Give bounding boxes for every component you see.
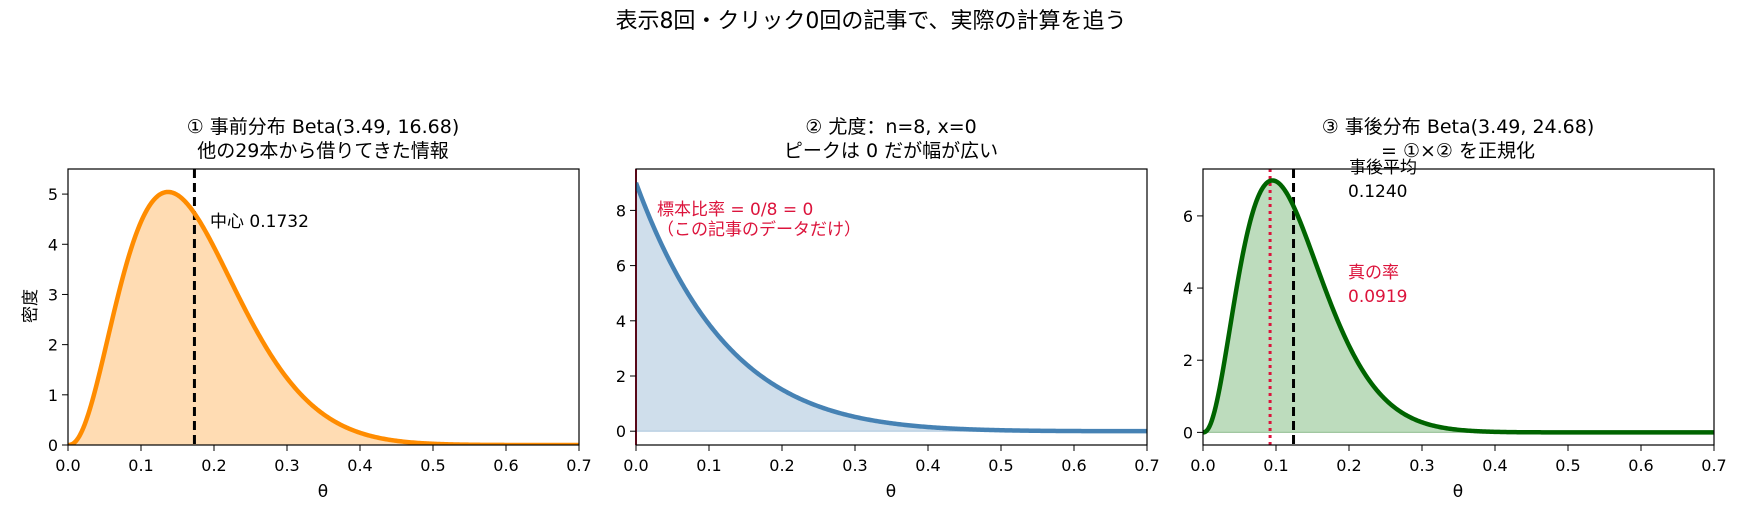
panel-1-ytick-label: 2 bbox=[48, 336, 58, 355]
panel-2-title-line2: ピークは 0 だが幅が広い bbox=[784, 140, 998, 162]
panel-2-annotation-sample-ratio: 標本比率 = 0/8 = 0 bbox=[657, 200, 813, 220]
panel-2-xtick-label: 0.7 bbox=[1134, 456, 1159, 475]
panel-1-series-0-fill bbox=[68, 191, 579, 445]
panel-2-xtick-label: 0.5 bbox=[988, 456, 1013, 475]
panel-1-xtick-label: 0.4 bbox=[347, 456, 372, 475]
panel-prior: 0.0 0.1 0.2 0.3 0.4 0.5 0.6 0.7 0 1 2 3 4 5 ① 事前分布 Be… bbox=[48, 116, 592, 502]
panel-3-xtick-label: 0.5 bbox=[1555, 456, 1580, 475]
panel-1-xtick-label: 0.5 bbox=[420, 456, 445, 475]
panel-3-series-0-fill bbox=[1203, 180, 1714, 433]
panel-3-xtick-label: 0.4 bbox=[1482, 456, 1507, 475]
panel-likelihood: 0.0 0.1 0.2 0.3 0.4 0.5 0.6 0.7 0 2 4 6 8 ② 尤度：n=8, … bbox=[616, 116, 1160, 502]
panel-1-xlabel: θ bbox=[318, 482, 328, 502]
panel-3-title-line1: ③ 事後分布 Beta(3.49, 24.68) bbox=[1322, 116, 1595, 138]
panel-3-ytick-label: 4 bbox=[1183, 279, 1193, 298]
panel-1-xtick-label: 0.7 bbox=[566, 456, 591, 475]
panel-1-xtick-label: 0.0 bbox=[55, 456, 80, 475]
panel-3-ytick-label: 2 bbox=[1183, 351, 1193, 370]
panel-2-annotation-this-article: （この記事のデータだけ） bbox=[657, 219, 861, 240]
panel-3-title-line2: = ①×② を正規化 bbox=[1381, 140, 1535, 162]
panel-posterior: 0.0 0.1 0.2 0.3 0.4 0.5 0.6 0.7 0 2 4 6 ③ 事後分布 Beta… bbox=[1183, 116, 1727, 502]
panel-3-ytick-label: 0 bbox=[1183, 423, 1193, 442]
panel-3-xtick-label: 0.6 bbox=[1628, 456, 1653, 475]
panel-1-xtick-label: 0.2 bbox=[201, 456, 226, 475]
panel-3-xtick-label: 0.1 bbox=[1263, 456, 1288, 475]
panel-2-series-0-fill bbox=[636, 182, 1147, 432]
panel-2-title-line1: ② 尤度：n=8, x=0 bbox=[805, 116, 976, 138]
panel-2-xtick-label: 0.3 bbox=[842, 456, 867, 475]
panel-3-annotation-true-rate-label: 真の率 bbox=[1348, 263, 1399, 283]
panel-2-ytick-label: 2 bbox=[616, 367, 626, 386]
panel-1-title-line2: 他の29本から借りてきた情報 bbox=[197, 140, 449, 162]
panel-3-xtick-label: 0.2 bbox=[1336, 456, 1361, 475]
panel-1-ytick-label: 0 bbox=[48, 436, 58, 455]
panel-1-ytick-label: 5 bbox=[48, 185, 58, 204]
panel-2-xtick-label: 0.0 bbox=[623, 456, 648, 475]
panel-2-xtick-label: 0.6 bbox=[1061, 456, 1086, 475]
panel-3-xlabel: θ bbox=[1453, 482, 1463, 502]
panel-2-xtick-label: 0.4 bbox=[915, 456, 940, 475]
panel-3-xtick-label: 0.0 bbox=[1190, 456, 1215, 475]
panel-1-annotation-center: 中心 0.1732 bbox=[210, 212, 309, 232]
panel-2-xtick-label: 0.2 bbox=[769, 456, 794, 475]
panel-3-ytick-label: 6 bbox=[1183, 207, 1193, 226]
panel-3-annotation-true-rate-value: 0.0919 bbox=[1348, 287, 1407, 307]
panel-1-frame bbox=[67, 168, 580, 446]
panel-3-annotation-posterior-mean-value: 0.1240 bbox=[1348, 182, 1407, 202]
panel-2-series-0-line bbox=[636, 182, 1147, 434]
panel-2-frame bbox=[635, 168, 1148, 446]
panel-1-ytick-label: 1 bbox=[48, 386, 58, 405]
panel-3-xtick-label: 0.7 bbox=[1701, 456, 1726, 475]
panel-3-frame bbox=[1202, 168, 1715, 446]
panel-1-ytick-label: 3 bbox=[48, 285, 58, 304]
panel-2-xtick-label: 0.1 bbox=[696, 456, 721, 475]
panel-1-xtick-label: 0.1 bbox=[128, 456, 153, 475]
panel-1-xtick-label: 0.3 bbox=[274, 456, 299, 475]
panel-2-ytick-label: 0 bbox=[616, 422, 626, 441]
panel-2-xlabel: θ bbox=[886, 482, 896, 502]
panel-1-ytick-label: 4 bbox=[48, 235, 58, 254]
panel-3-xtick-label: 0.3 bbox=[1409, 456, 1434, 475]
panel-1-xtick-label: 0.6 bbox=[493, 456, 518, 475]
panel-3-series-0-line bbox=[1203, 178, 1714, 435]
figure-suptitle: 表示8回・クリック0回の記事で、実際の計算を追う bbox=[615, 9, 1126, 34]
panel-1-ylabel: 密度 bbox=[21, 289, 41, 323]
panel-2-ytick-label: 8 bbox=[616, 201, 626, 220]
panel-3-annotation-posterior-mean-label: 事後平均 bbox=[1349, 158, 1417, 178]
panel-2-ytick-label: 6 bbox=[616, 257, 626, 276]
panel-2-ytick-label: 4 bbox=[616, 312, 626, 331]
panel-1-title-line1: ① 事前分布 Beta(3.49, 16.68) bbox=[187, 116, 460, 138]
